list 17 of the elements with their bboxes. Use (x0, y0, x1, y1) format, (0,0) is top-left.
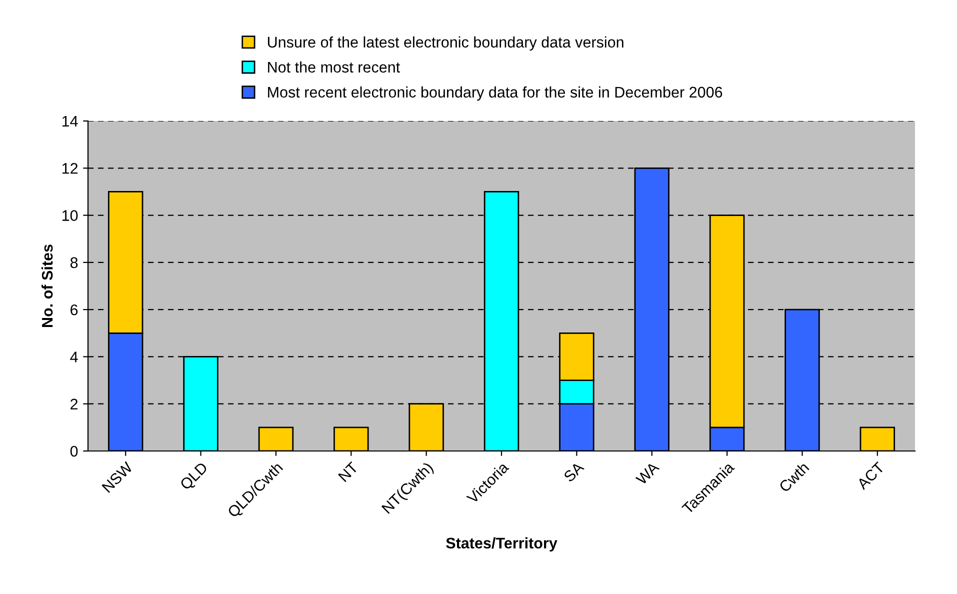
y-tick-label: 8 (70, 257, 78, 268)
legend-label: Most recent electronic boundary data for the site in December 2006 (268, 86, 722, 101)
y-tick-label: 2 (70, 398, 78, 410)
x-tick-label: NT (338, 461, 359, 482)
x-tick-label: SA (563, 461, 585, 483)
x-axis-title: States/Territory (446, 537, 558, 552)
y-axis-title: No. of Sites (41, 244, 53, 327)
y-tick-label: 14 (62, 116, 78, 127)
y-tick-label: 0 (70, 446, 78, 457)
legend-label: Not the most recent (268, 61, 400, 73)
y-tick-label: 12 (62, 163, 78, 174)
y-tick-label: 10 (62, 210, 78, 221)
y-tick-label: 4 (70, 352, 78, 362)
legend-label: Unsure of the latest electronic boundary data version (268, 36, 624, 51)
x-tick-label: WA (635, 461, 660, 486)
x-tick-label: QLD (179, 462, 210, 492)
y-tick-label: 6 (70, 304, 78, 316)
